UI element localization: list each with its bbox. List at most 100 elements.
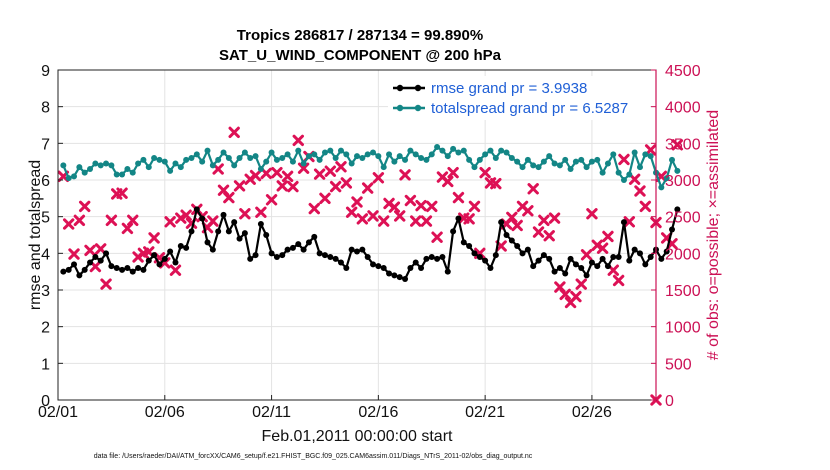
x-tick-label: 02/26 <box>572 404 612 421</box>
rmse-point <box>124 265 131 271</box>
obs-assimilated-marker <box>121 222 134 235</box>
totalspread-point <box>124 166 131 172</box>
totalspread-point <box>519 164 526 171</box>
totalspread-point <box>380 164 387 171</box>
totalspread-point <box>220 149 227 156</box>
axis-ticks: 02/01 02/06 02/11 02/16 02/21 02/26 0 1 2 3 4 5 6 7 8 9… <box>38 63 701 421</box>
totalspread-point <box>337 147 344 154</box>
totalspread-point <box>540 158 547 165</box>
rmse-point <box>337 259 344 266</box>
obs-assimilated-marker <box>442 175 454 188</box>
totalspread-point <box>204 147 211 154</box>
totalspread-point <box>428 151 435 158</box>
obs-marker-stroke <box>447 166 459 179</box>
obs-marker-stroke <box>335 161 347 173</box>
rmse-point <box>354 248 360 255</box>
totalspread-point <box>492 155 499 161</box>
totalspread-point <box>300 160 307 167</box>
rmse-point <box>455 215 462 222</box>
totalspread-point <box>674 167 681 174</box>
rmse-point <box>327 254 334 260</box>
obs-assimilated-marker <box>388 201 401 213</box>
obs-marker-stroke <box>511 219 523 232</box>
y-right-tick-label: 3000 <box>665 173 701 190</box>
obs-marker-stroke <box>639 200 652 213</box>
totalspread-point <box>348 160 355 167</box>
totalspread-point <box>268 149 275 156</box>
series-layer <box>57 126 684 406</box>
obs-assimilated-marker <box>420 215 433 227</box>
obs-marker-stroke <box>580 249 593 261</box>
totalspread-point <box>188 155 195 161</box>
obs-marker-stroke <box>586 208 598 220</box>
obs-marker-stroke <box>340 177 353 189</box>
totalspread-point <box>129 169 136 176</box>
rmse-point <box>263 232 270 238</box>
obs-assimilated-marker <box>116 187 128 199</box>
obs-marker-stroke <box>329 180 342 193</box>
obs-marker-stroke <box>463 213 475 225</box>
y-axis-left-label: rmse and totalspread <box>27 160 44 310</box>
obs-marker-stroke <box>532 226 545 238</box>
totalspread-point <box>423 156 430 163</box>
rmse-point <box>199 215 206 222</box>
rmse-point <box>364 254 371 260</box>
obs-marker-stroke <box>84 244 96 257</box>
rmse-point <box>103 250 110 257</box>
totalspread-point <box>92 160 99 167</box>
obs-assimilated-marker <box>292 134 304 147</box>
obs-assimilated-marker <box>618 153 630 166</box>
totalspread-point <box>135 160 142 167</box>
rmse-point <box>375 263 382 270</box>
obs-assimilated-marker <box>175 212 187 224</box>
totalspread-point <box>332 155 339 161</box>
totalspread-point <box>97 162 104 169</box>
totalspread-point <box>103 160 110 167</box>
obs-assimilated-marker <box>73 214 86 227</box>
totalspread-point <box>60 162 67 169</box>
rmse-point <box>530 263 537 270</box>
legend-totalspread-marker-right <box>414 104 422 112</box>
y-left-tick-label: 7 <box>41 136 50 153</box>
rmse-point <box>604 263 611 270</box>
totalspread-point <box>524 156 531 163</box>
obs-marker-stroke <box>394 210 406 222</box>
totalspread-point <box>642 151 649 158</box>
obs-marker-stroke <box>116 187 128 199</box>
totalspread-point <box>418 155 425 161</box>
rmse-point <box>343 265 350 271</box>
obs-assimilated-marker <box>351 196 363 208</box>
obs-marker-stroke <box>68 248 80 260</box>
rmse-point <box>87 259 94 266</box>
obs-assimilated-marker <box>207 215 219 227</box>
obs-marker-stroke <box>223 191 235 204</box>
obs-marker-stroke <box>452 191 465 204</box>
legend-totalspread-label: totalspread grand pr = 6.5287 <box>431 100 628 117</box>
rmse-point <box>428 254 435 260</box>
obs-marker-stroke <box>490 177 502 190</box>
obs-marker-stroke <box>265 194 278 206</box>
rmse-point <box>370 261 377 268</box>
totalspread-point <box>252 153 259 160</box>
totalspread-point <box>108 162 115 169</box>
obs-marker-stroke <box>527 183 539 195</box>
obs-assimilated-marker <box>639 200 652 213</box>
rmse-point <box>423 255 430 262</box>
totalspread-point <box>514 158 521 165</box>
data-file-footer: data file: /Users/raeder/DAI/ATM_forcXX/… <box>94 453 533 460</box>
totalspread-point <box>647 153 654 160</box>
obs-marker-stroke <box>276 180 288 192</box>
obs-assimilated-marker <box>671 139 684 151</box>
obs-marker-stroke <box>415 199 427 212</box>
totalspread-point <box>402 156 409 163</box>
obs-marker-stroke <box>367 210 379 222</box>
totalspread-point <box>386 151 393 158</box>
obs-marker-stroke <box>100 278 112 290</box>
obs-assimilated-marker <box>602 230 614 243</box>
obs-assimilated-marker <box>271 166 283 179</box>
rmse-point <box>663 248 670 255</box>
obs-assimilated-marker <box>580 249 593 261</box>
rmse-point <box>284 246 291 253</box>
totalspread-point <box>263 158 270 165</box>
rmse-point <box>546 255 553 262</box>
